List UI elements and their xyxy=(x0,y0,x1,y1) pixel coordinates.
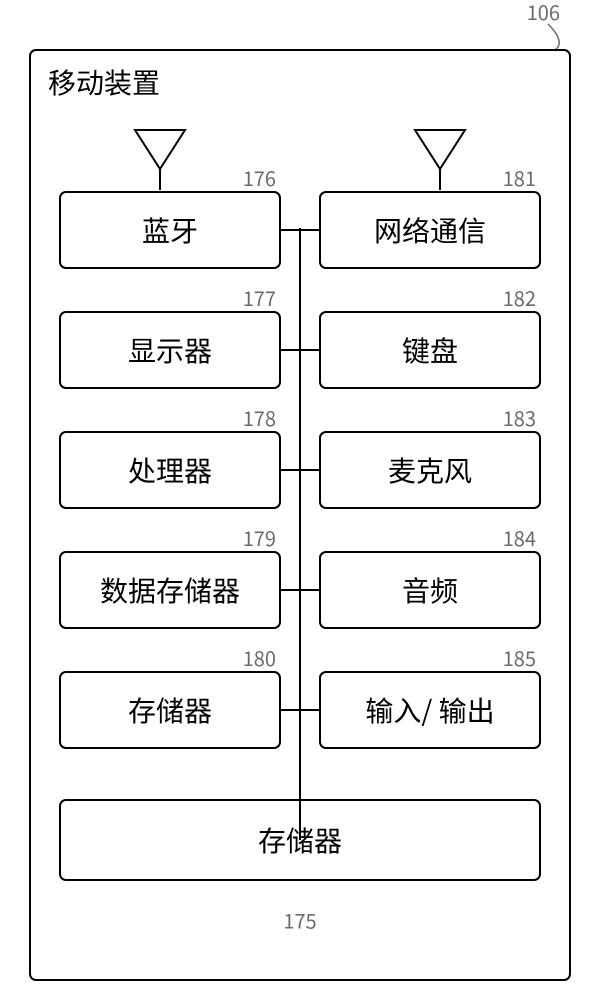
block-184: 音频 184 xyxy=(300,523,540,628)
diagram-title: 移动装置 xyxy=(48,62,160,102)
block-176: 蓝牙 176 xyxy=(60,163,300,268)
block-178-label: 处理器 xyxy=(128,450,212,490)
block-175-ref: 175 xyxy=(283,905,316,934)
block-181-ref: 181 xyxy=(503,163,536,192)
block-182-label: 键盘 xyxy=(402,330,458,370)
block-176-ref: 176 xyxy=(243,163,276,192)
antenna-left-icon xyxy=(135,130,185,190)
block-182-ref: 182 xyxy=(503,283,536,312)
outer-ref-number: 106 xyxy=(527,0,560,26)
block-179: 数据存储器179 xyxy=(60,523,300,628)
block-184-label: 音频 xyxy=(402,570,458,610)
block-180-ref: 180 xyxy=(243,643,276,672)
outer-ref-hook xyxy=(548,24,559,50)
block-180: 存储器 180 xyxy=(60,643,300,748)
block-178: 处理器 178 xyxy=(60,403,300,508)
block-183-ref: 183 xyxy=(503,403,536,432)
block-179-label: 数据存储器 xyxy=(100,570,240,610)
block-185: 输入/ 输出 185 xyxy=(300,643,540,748)
block-183: 麦克风 183 xyxy=(300,403,540,508)
block-179-ref: 179 xyxy=(243,523,276,552)
block-177: 显示器 177 xyxy=(60,283,300,388)
block-177-label: 显示器 xyxy=(128,330,212,370)
block-182: 键盘 182 xyxy=(300,283,540,388)
block-184-ref: 184 xyxy=(503,523,536,552)
block-175: 存储器175 xyxy=(60,800,540,934)
block-181: 网络通信 181 xyxy=(300,163,540,268)
block-180-label: 存储器 xyxy=(128,690,212,730)
block-185-ref: 185 xyxy=(503,643,536,672)
block-177-ref: 177 xyxy=(243,283,276,312)
block-176-label: 蓝牙 xyxy=(142,210,198,250)
antenna-right-icon xyxy=(415,130,465,190)
block-178-ref: 178 xyxy=(243,403,276,432)
block-181-label: 网络通信 xyxy=(374,210,486,250)
block-183-label: 麦克风 xyxy=(388,450,472,490)
block-185-label: 输入/ 输出 xyxy=(365,690,494,730)
